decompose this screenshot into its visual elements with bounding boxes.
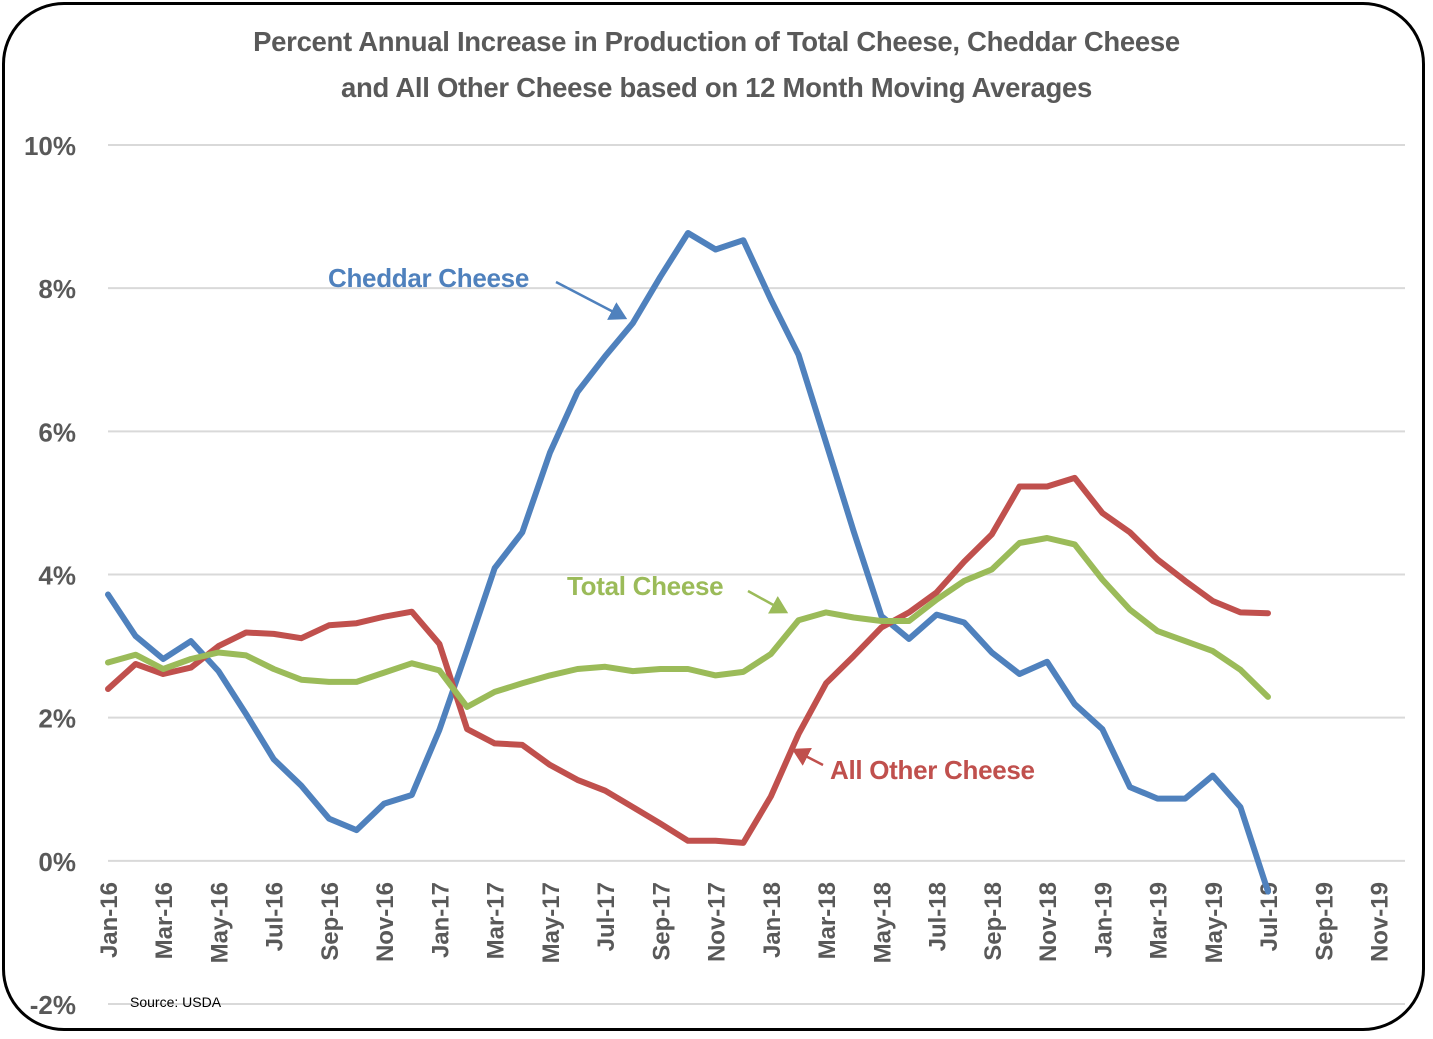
x-tick-label: Jul-18 — [925, 882, 952, 951]
x-tick-label: Mar-16 — [151, 882, 178, 959]
x-tick-label: May-17 — [538, 882, 565, 963]
x-tick-label: Jan-18 — [759, 882, 786, 958]
series-line-total-cheese — [105, 535, 1271, 710]
x-tick-label: Nov-16 — [372, 882, 399, 962]
chart-title-line-2: and All Other Cheese based on 12 Month M… — [341, 72, 1092, 103]
x-tick-label: Mar-17 — [483, 882, 510, 959]
x-tick-label: Jan-19 — [1090, 882, 1117, 958]
x-tick-label: Jan-17 — [427, 882, 454, 958]
source-note: Source: USDA — [130, 994, 222, 1010]
series-line-all-other-cheese — [105, 474, 1271, 846]
series-line-cheddar-cheese — [105, 230, 1271, 895]
annotation-arrow-icon — [791, 748, 824, 767]
annotation-arrow-icon — [555, 280, 628, 320]
y-tick-label: 10% — [24, 131, 76, 161]
x-tick-label: Sep-19 — [1311, 882, 1338, 961]
x-tick-label: Nov-18 — [1035, 882, 1062, 962]
x-tick-label: Nov-19 — [1367, 882, 1394, 962]
x-tick-label: Sep-16 — [317, 882, 344, 961]
y-tick-label: 6% — [38, 417, 76, 447]
x-tick-label: Mar-18 — [814, 882, 841, 959]
y-tick-label: 8% — [38, 274, 76, 304]
x-tick-label: May-16 — [206, 882, 233, 963]
annotation-label-total: Total Cheese — [567, 571, 723, 601]
x-tick-label: Nov-17 — [704, 882, 731, 962]
x-tick-label: Sep-18 — [980, 882, 1007, 961]
x-tick-label: May-18 — [869, 882, 896, 963]
chart-title-line-1: Percent Annual Increase in Production of… — [253, 26, 1180, 57]
y-tick-label: 2% — [38, 704, 76, 734]
annotation-label-cheddar: Cheddar Cheese — [328, 263, 529, 293]
annotation-arrow-icon — [747, 589, 789, 614]
x-tick-label: May-19 — [1201, 882, 1228, 963]
x-tick-label: Sep-17 — [648, 882, 675, 961]
x-tick-label: Jul-17 — [593, 882, 620, 951]
y-tick-label: 0% — [38, 847, 76, 877]
annotation-label-other: All Other Cheese — [830, 755, 1035, 785]
x-tick-label: Mar-19 — [1146, 882, 1173, 959]
y-tick-label: -2% — [30, 990, 76, 1020]
y-tick-label: 4% — [38, 561, 76, 591]
x-tick-label: Jul-16 — [262, 882, 289, 951]
x-tick-label: Jan-16 — [96, 882, 123, 958]
